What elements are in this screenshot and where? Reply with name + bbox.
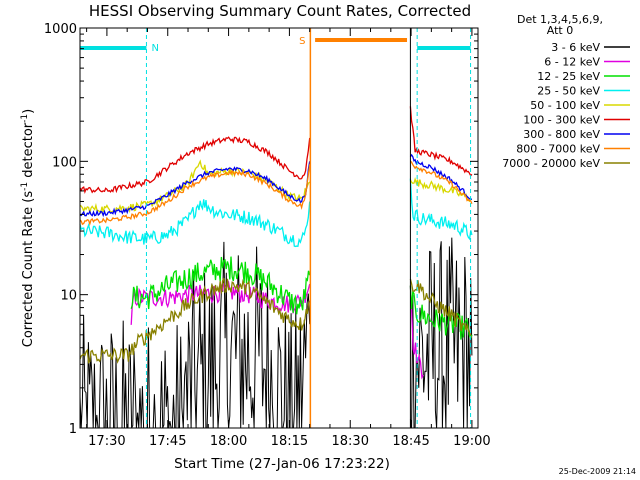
legend: Det 1,3,4,5,6,9,Att 0 3 - 6 keV 6 - 12 keV… <box>502 13 630 170</box>
chart-title: HESSI Observing Summary Count Rates, Cor… <box>89 2 471 20</box>
legend-label-9: 7000 - 20000 keV <box>502 157 600 170</box>
x-tick-label-5: 18:30 <box>332 434 369 449</box>
series-line-4-seg-2 <box>409 178 473 241</box>
timestamp: 25-Dec-2009 21:14 <box>559 467 636 476</box>
series-line-3-seg-2 <box>409 285 473 341</box>
legend-label-3: 12 - 25 keV <box>537 70 600 83</box>
series-line-3-seg-1 <box>130 256 311 315</box>
series-line-8-seg-2 <box>409 160 473 205</box>
series-line-9-seg-1 <box>79 277 311 364</box>
night-flag-label: N <box>151 43 158 54</box>
y-axis-label-exp2: -1 <box>20 114 30 123</box>
saa-flag-label: S <box>299 36 305 47</box>
series-line-9-seg-2 <box>409 278 473 338</box>
series-line-6-seg-1 <box>79 136 311 195</box>
y-tick-label-1: 1 <box>69 422 77 437</box>
series-line-4-seg-1 <box>79 199 311 248</box>
y-tick-label-2: 10 <box>60 289 77 304</box>
legend-label-5: 50 - 100 keV <box>530 99 600 112</box>
legend-label-4: 25 - 50 keV <box>537 85 600 98</box>
x-tick-label-1: 17:30 <box>88 434 125 449</box>
legend-label-6: 100 - 300 keV <box>523 114 600 127</box>
y-axis-label-exp1: -1 <box>20 182 30 191</box>
y-axis-label-mid: detector <box>21 122 36 182</box>
y-axis-label: Corrected Count Rate (s-1 detector-1) <box>20 109 36 347</box>
series-line-5-seg-2 <box>409 177 472 203</box>
x-tick-label-7: 19:00 <box>453 434 490 449</box>
legend-label-7: 300 - 800 keV <box>523 128 600 141</box>
x-tick-label-2: 17:45 <box>149 434 186 449</box>
legend-header-line-2: Att 0 <box>547 24 573 37</box>
x-tick-label-6: 18:45 <box>392 434 429 449</box>
series-line-8-seg-1 <box>79 164 311 227</box>
series-line-2-seg-2 <box>409 285 424 380</box>
x-tick-label-3: 18:00 <box>210 434 247 449</box>
legend-label-2: 6 - 12 keV <box>544 56 600 69</box>
y-axis-label-end: ) <box>21 109 36 114</box>
legend-label-1: 3 - 6 keV <box>551 41 600 54</box>
x-tick-label-4: 18:15 <box>271 434 308 449</box>
legend-label-8: 800 - 7000 keV <box>516 143 600 156</box>
y-tick-label-3: 100 <box>52 155 77 170</box>
y-tick-label-4: 1000 <box>44 22 77 37</box>
x-axis-label: Start Time (27-Jan-06 17:23:22) <box>174 456 390 472</box>
plot-frame <box>79 27 479 429</box>
legend-header-line-1: Det 1,3,4,5,6,9, <box>517 13 603 26</box>
series-line-6-seg-2 <box>409 106 473 177</box>
y-axis-label-main: Corrected Count Rate (s <box>21 191 36 348</box>
series-line-7-seg-1 <box>79 161 311 218</box>
series-line-7-seg-2 <box>409 153 472 200</box>
